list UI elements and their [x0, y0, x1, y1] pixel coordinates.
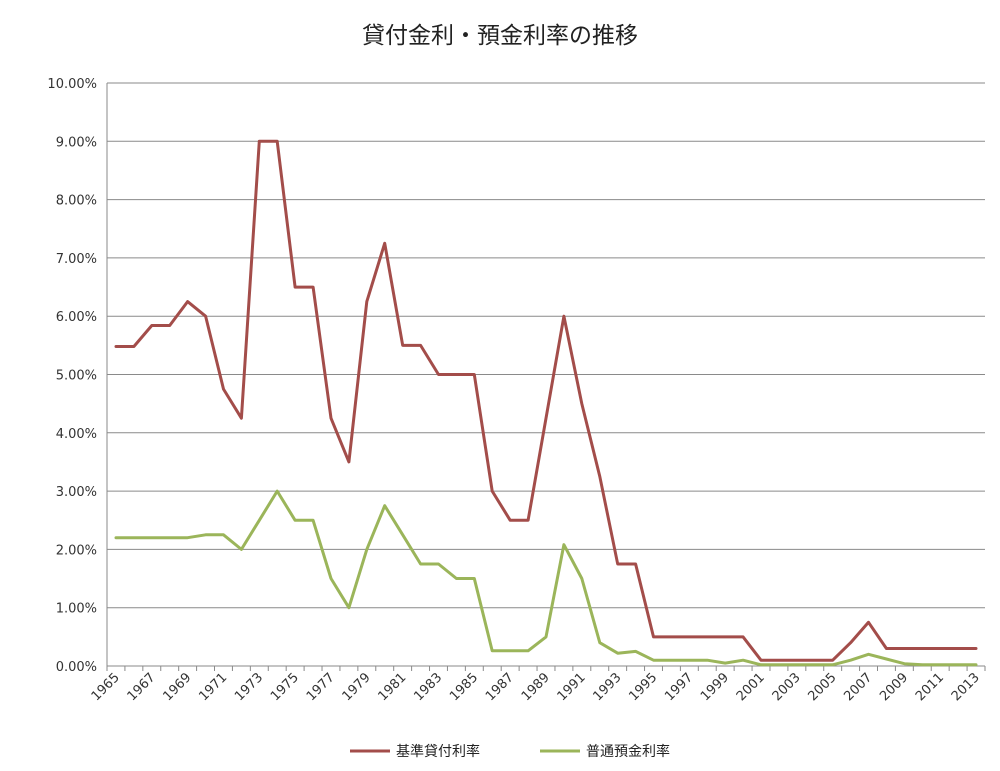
y-tick-label: 2.00% — [56, 543, 97, 558]
x-tick-label: 1997 — [662, 670, 696, 704]
y-tick-label: 4.00% — [56, 427, 97, 442]
x-tick-label: 1993 — [590, 670, 624, 704]
x-tick-label: 1965 — [89, 670, 123, 704]
x-tick-label: 1991 — [555, 670, 589, 704]
y-tick-label: 7.00% — [56, 252, 97, 267]
series-line — [114, 489, 978, 667]
x-tick-label: 2005 — [806, 670, 840, 704]
y-tick-label: 8.00% — [56, 194, 97, 209]
x-tick-label: 1969 — [160, 670, 194, 704]
x-tick-label: 1971 — [196, 670, 230, 704]
x-tick-label: 1983 — [411, 670, 445, 704]
x-tick-label: 1967 — [125, 670, 159, 704]
x-tick-label: 1975 — [268, 670, 302, 704]
y-tick-label: 10.00% — [47, 77, 97, 92]
x-tick-label: 2013 — [949, 670, 983, 704]
y-tick-label: 1.00% — [56, 602, 97, 617]
x-tick-label: 1987 — [483, 670, 517, 704]
y-tick-label: 3.00% — [56, 485, 97, 500]
gridlines — [107, 82, 985, 609]
series-line — [114, 139, 978, 662]
legend-label: 基準貸付利率 — [396, 743, 480, 760]
x-tick-label: 1995 — [626, 670, 660, 704]
legend: 基準貸付利率 普通預金利率 — [350, 743, 670, 760]
x-tick-label: 2001 — [734, 670, 768, 704]
x-tick-label: 1989 — [519, 670, 553, 704]
x-tick-label: 2011 — [913, 670, 947, 704]
x-tick-label: 2009 — [877, 670, 911, 704]
x-tick-label: 2003 — [770, 670, 804, 704]
x-tick-label: 1981 — [375, 670, 409, 704]
x-tick-label: 1999 — [698, 670, 732, 704]
y-tick-label: 9.00% — [56, 135, 97, 150]
x-tick-label: 1979 — [340, 670, 374, 704]
y-tick-label: 0.00% — [56, 660, 97, 675]
x-axis: 1965 1967 1969 1971 1973 1975 1977 1979 1981 1983… — [89, 83, 986, 704]
x-tick-label: 2007 — [841, 670, 875, 704]
y-tick-label: 5.00% — [56, 369, 97, 384]
chart-title: 貸付金利・預金利率の推移 — [362, 23, 638, 49]
series-lines — [114, 139, 978, 667]
x-tick-label: 1973 — [232, 670, 266, 704]
legend-label: 普通預金利率 — [586, 743, 670, 760]
x-tick-label: 1977 — [304, 670, 338, 704]
y-tick-label: 6.00% — [56, 310, 97, 325]
y-axis-ticks: 0.00% 1.00% 2.00% 3.00% 4.00% 5.00% 6.00% 7.00%… — [47, 77, 97, 675]
x-tick-label: 1985 — [447, 670, 481, 704]
